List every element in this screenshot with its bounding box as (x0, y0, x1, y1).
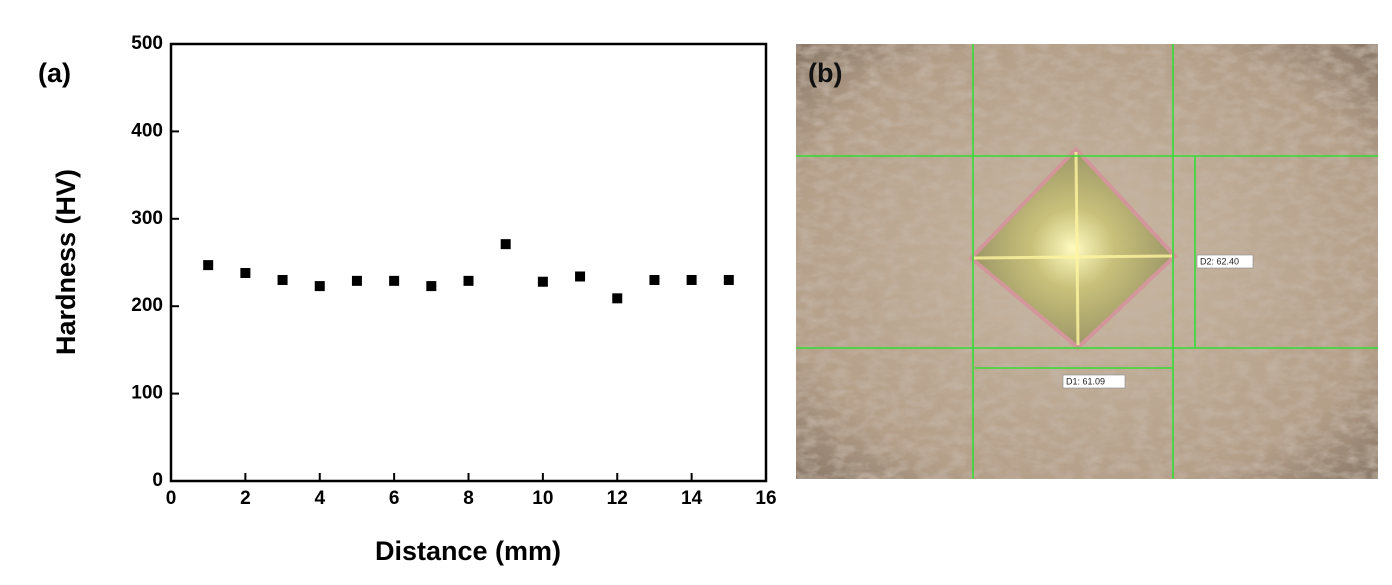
data-point (314, 281, 325, 292)
d1-label: D1: 61.09 (1066, 376, 1105, 386)
micrograph: D2: 62.40 D1: 61.09 (b) (796, 44, 1378, 479)
y-tick-label: 100 (131, 383, 163, 404)
y-tick-label: 200 (131, 295, 163, 316)
x-tick-label: 0 (166, 488, 177, 509)
d2-label: D2: 62.40 (1200, 256, 1239, 266)
data-point (240, 267, 251, 278)
data-point (612, 293, 623, 304)
data-point (203, 260, 214, 271)
data-point (351, 275, 362, 286)
panel-label: (b) (808, 58, 842, 88)
x-tick-label: 4 (314, 488, 325, 509)
indent-diagonal (973, 254, 1173, 260)
data-point (500, 239, 511, 250)
indent (974, 152, 1172, 345)
data-point (537, 276, 548, 287)
data-point (686, 274, 697, 285)
y-tick-label: 500 (131, 33, 163, 54)
y-tick-label: 0 (152, 470, 163, 491)
x-tick-label: 10 (532, 488, 553, 509)
data-point (463, 275, 474, 286)
data-point (389, 275, 400, 286)
data-point (649, 274, 660, 285)
data-point (575, 271, 586, 282)
data-point (277, 274, 288, 285)
data-point (426, 281, 437, 292)
x-tick-label: 12 (607, 488, 628, 509)
data-point (723, 274, 734, 285)
panel-label: (a) (38, 58, 71, 88)
y-axis-label: Hardness (HV) (51, 169, 81, 355)
d1-box (1062, 374, 1126, 389)
x-tick-label: 2 (240, 488, 251, 509)
x-tick-label: 6 (389, 488, 400, 509)
indent-rim (968, 146, 1178, 351)
x-tick-label: 14 (681, 488, 703, 509)
d2-box (1196, 254, 1254, 269)
x-tick-label: 16 (755, 488, 776, 509)
y-tick-label: 400 (131, 120, 163, 141)
x-tick-label: 8 (463, 488, 474, 509)
y-tick-label: 300 (131, 208, 163, 229)
plot-frame (169, 42, 768, 483)
indent-diagonal (1074, 151, 1080, 346)
x-axis-label: Distance (mm) (375, 536, 561, 566)
